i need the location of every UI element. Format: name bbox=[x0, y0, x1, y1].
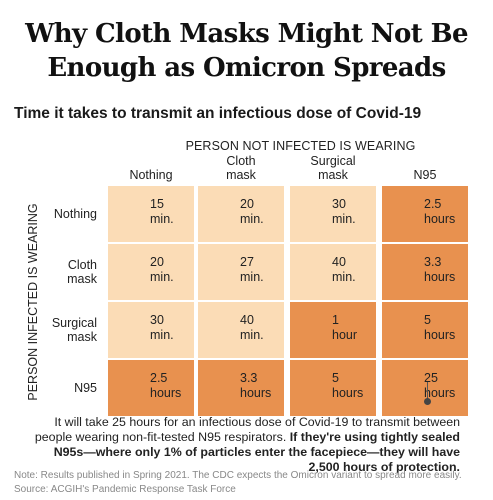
cell-unit: hours bbox=[150, 386, 182, 400]
row-header-line: mask bbox=[67, 330, 97, 344]
cell-unit: hours bbox=[424, 212, 456, 226]
cell-unit: hours bbox=[332, 386, 364, 400]
title-line-1: Why Cloth Masks Might Not Be bbox=[25, 19, 468, 49]
cell-unit: min. bbox=[332, 270, 356, 284]
cell-value: 20 bbox=[240, 197, 254, 211]
cell-value: 2.5 bbox=[150, 371, 168, 385]
column-header-line: N95 bbox=[413, 168, 437, 182]
heatmap-cell: 3.3 hours bbox=[198, 360, 284, 416]
cell-value: 30 bbox=[332, 197, 346, 211]
heatmap-cell: 30 min. bbox=[290, 186, 376, 242]
row-header: Surgical mask bbox=[27, 316, 97, 344]
annotation-pointer-line bbox=[427, 382, 428, 401]
heatmap-cell: 25 hours bbox=[382, 360, 468, 416]
row-header-line: N95 bbox=[74, 381, 97, 395]
cell-value: 1 bbox=[332, 313, 339, 327]
heatmap-cell: 15 min. bbox=[108, 186, 194, 242]
row-header: Cloth mask bbox=[27, 258, 97, 286]
source-note: Source: ACGIH's Pandemic Response Task F… bbox=[14, 484, 236, 495]
cell-value: 2.5 bbox=[424, 197, 442, 211]
column-axis-title: PERSON NOT INFECTED IS WEARING bbox=[185, 139, 416, 153]
cell-unit: hours bbox=[424, 270, 456, 284]
column-header: Cloth mask bbox=[198, 154, 284, 182]
title-line-2: Enough as Omicron Spreads bbox=[47, 53, 446, 83]
chart-subtitle: Time it takes to transmit an infectious … bbox=[14, 105, 422, 122]
column-header: Surgical mask bbox=[290, 154, 376, 182]
cell-value: 15 bbox=[150, 197, 164, 211]
footnote: Note: Results published in Spring 2021. … bbox=[14, 470, 462, 481]
cell-value: 20 bbox=[150, 255, 164, 269]
heatmap-cell: 40 min. bbox=[290, 244, 376, 300]
annotation-pointer-dot bbox=[424, 398, 431, 405]
cell-unit: min. bbox=[150, 212, 174, 226]
column-header: Nothing bbox=[108, 168, 194, 182]
cell-unit: min. bbox=[150, 328, 174, 342]
heatmap-cell: 2.5 hours bbox=[108, 360, 194, 416]
row-header-line: Cloth bbox=[67, 258, 97, 272]
row-header-line: mask bbox=[67, 272, 97, 286]
row-header-line: Surgical bbox=[51, 316, 97, 330]
cell-unit: min. bbox=[240, 212, 264, 226]
cell-value: 5 bbox=[332, 371, 339, 385]
heatmap-cell: 30 min. bbox=[108, 302, 194, 358]
heatmap-cell: 40 min. bbox=[198, 302, 284, 358]
row-header-line: Nothing bbox=[53, 207, 97, 221]
heatmap-cell: 20 min. bbox=[108, 244, 194, 300]
heatmap-cell: 2.5 hours bbox=[382, 186, 468, 242]
annotation-part-1: It will take 25 hours for an infectious … bbox=[34, 415, 460, 444]
cell-unit: hours bbox=[240, 386, 272, 400]
cell-value: 30 bbox=[150, 313, 164, 327]
heatmap-cell: 20 min. bbox=[198, 186, 284, 242]
heatmap-cell: 27 min. bbox=[198, 244, 284, 300]
row-header: N95 bbox=[27, 381, 97, 395]
cell-value: 40 bbox=[240, 313, 254, 327]
cell-value: 27 bbox=[240, 255, 254, 269]
annotation-text: It will take 25 hours for an infectious … bbox=[30, 415, 460, 475]
row-header: Nothing bbox=[27, 207, 97, 221]
column-header-line: Nothing bbox=[129, 168, 173, 182]
cell-unit: hours bbox=[424, 386, 456, 400]
column-header-line: mask bbox=[318, 168, 348, 182]
cell-value: 3.3 bbox=[240, 371, 258, 385]
cell-unit: hour bbox=[332, 328, 358, 342]
column-header-line: Cloth bbox=[226, 154, 256, 168]
annotation-part-2: If they're using tightly sealed N95s—whe… bbox=[53, 430, 460, 474]
heatmap-cell: 5 hours bbox=[290, 360, 376, 416]
cell-value: 25 bbox=[424, 371, 438, 385]
cell-value: 40 bbox=[332, 255, 346, 269]
page-title: Why Cloth Masks Might Not Be Enough as O… bbox=[0, 17, 493, 85]
cell-unit: min. bbox=[240, 270, 264, 284]
row-axis-title-text: PERSON INFECTED IS WEARING bbox=[26, 203, 40, 401]
cell-unit: min. bbox=[150, 270, 174, 284]
cell-value: 3.3 bbox=[424, 255, 442, 269]
cell-unit: min. bbox=[332, 212, 356, 226]
column-header-line: mask bbox=[226, 168, 256, 182]
cell-unit: hours bbox=[424, 328, 456, 342]
heatmap-cell: 5 hours bbox=[382, 302, 468, 358]
heatmap-cell: 1 hour bbox=[290, 302, 376, 358]
cell-value: 5 bbox=[424, 313, 431, 327]
cell-unit: min. bbox=[240, 328, 264, 342]
column-header-line: Surgical bbox=[310, 154, 356, 168]
column-header: N95 bbox=[382, 168, 468, 182]
heatmap-cell: 3.3 hours bbox=[382, 244, 468, 300]
